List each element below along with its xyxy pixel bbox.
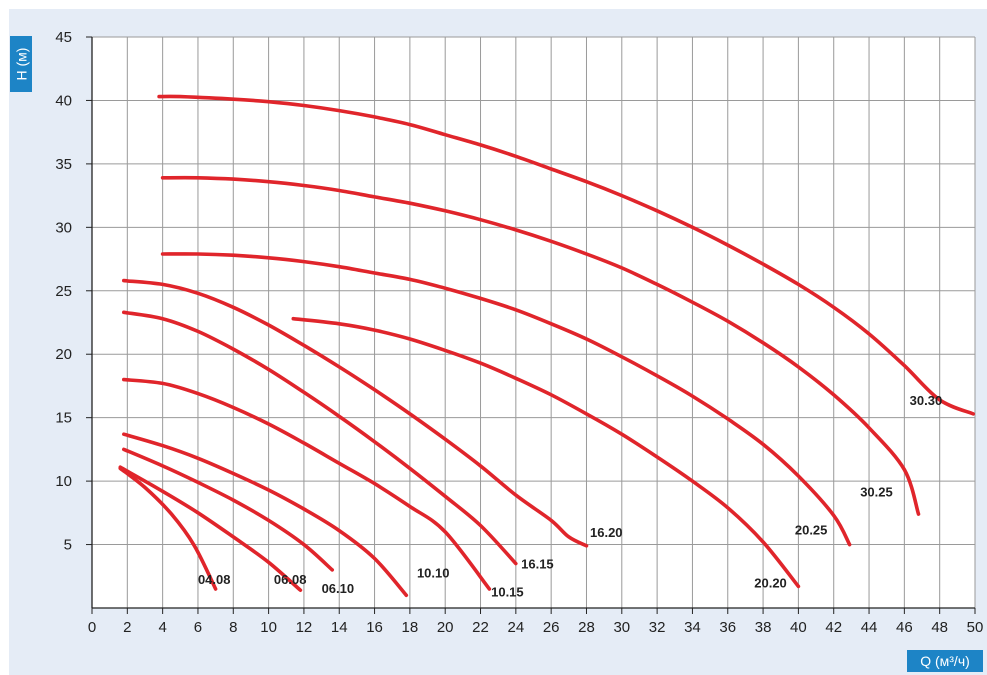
curve-label-06.08: 06.08 [274,572,307,587]
curve-06.08 [118,465,303,592]
curve-20.20 [291,316,801,589]
curve-label-10.15: 10.15 [491,585,524,600]
x-tick-label: 24 [507,619,524,636]
curve-30.25 [160,175,921,516]
y-tick-label: 5 [64,537,72,554]
curve-label-04.08: 04.08 [198,572,231,587]
curve-label-30.30: 30.30 [910,393,943,408]
y-tick-label: 30 [55,219,72,236]
x-tick-label: 2 [123,619,131,636]
x-tick-label: 42 [825,619,842,636]
curve-30.30 [157,94,975,416]
curve-label-16.20: 16.20 [590,525,623,540]
x-tick-label: 38 [755,619,772,636]
x-tick-label: 6 [194,619,202,636]
x-axis-label-text: Q (м³/ч) [920,653,970,669]
grid [92,36,976,608]
y-tick-label: 35 [55,156,72,173]
y-tick-label: 25 [55,283,72,300]
x-tick-label: 46 [896,619,913,636]
curve-20.25 [160,252,852,547]
curve-label-30.25: 30.25 [860,484,893,499]
curve-label-20.20: 20.20 [754,576,787,591]
curve-04.08 [118,466,218,591]
curve-10.15 [122,377,492,591]
curve-16.15 [122,310,518,566]
x-tick-label: 0 [88,619,96,636]
x-tick-label: 12 [296,619,313,636]
x-tick-label: 28 [578,619,595,636]
x-tick-label: 16 [366,619,383,636]
tick-labels: 0 2 4 6 8 10 12 14 16 18 20 22 24 26 28 30 32 34 36 38 40 42 4… [55,29,983,636]
y-tick-label: 45 [55,29,72,46]
curve-labels: 04.08 06.08 06.10 10.10 10.15 16.15 16.20 20.20… [198,393,942,600]
curve-16.20 [122,278,589,548]
x-tick-label: 44 [861,619,878,636]
y-tick-label: 10 [55,473,72,490]
curve-label-10.10: 10.10 [417,566,450,581]
curve-label-06.10: 06.10 [322,581,355,596]
x-tick-label: 4 [158,619,166,636]
curve-06.10 [122,447,334,572]
y-tick-label: 15 [55,410,72,427]
pump-curves [118,94,975,598]
x-tick-label: 8 [229,619,237,636]
x-tick-label: 18 [402,619,419,636]
y-axis-label: H (м) [10,36,32,92]
y-axis-label-text: H (м) [13,47,30,81]
y-tick-label: 40 [55,92,72,109]
curve-label-20.25: 20.25 [795,522,828,537]
x-tick-label: 48 [931,619,948,636]
x-tick-label: 14 [331,619,348,636]
x-tick-label: 36 [719,619,736,636]
x-tick-label: 50 [967,619,984,636]
x-tick-label: 20 [437,619,454,636]
y-tick-label: 20 [55,346,72,363]
x-tick-label: 34 [684,619,701,636]
curve-10.10 [122,432,409,598]
x-axis-label: Q (м³/ч) [907,650,983,672]
x-tick-label: 40 [790,619,807,636]
x-tick-label: 32 [649,619,666,636]
curve-label-16.15: 16.15 [521,557,554,572]
x-tick-label: 22 [472,619,489,636]
axes [86,36,976,614]
x-tick-label: 26 [543,619,560,636]
x-tick-label: 10 [260,619,277,636]
x-tick-label: 30 [613,619,630,636]
plot-area [92,37,975,608]
